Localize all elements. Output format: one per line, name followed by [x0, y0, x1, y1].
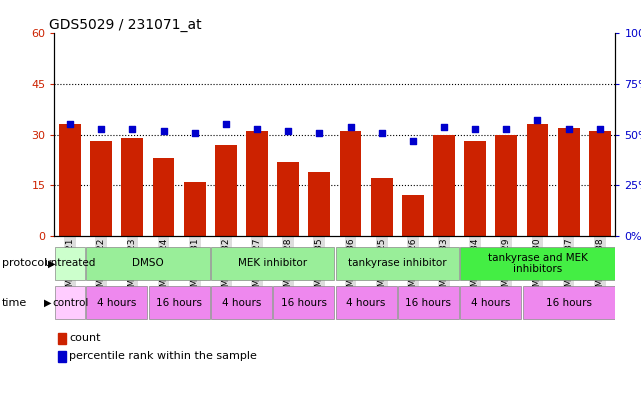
Point: [252, 125, 262, 132]
Point: [563, 125, 574, 132]
Bar: [273, 286, 335, 319]
Bar: [464, 141, 486, 236]
Bar: [59, 125, 81, 236]
Point: [314, 129, 324, 136]
Text: 4 hours: 4 hours: [222, 298, 261, 308]
Bar: [55, 286, 85, 319]
Bar: [246, 131, 268, 236]
Text: ▶: ▶: [44, 298, 51, 308]
Text: MEK inhibitor: MEK inhibitor: [238, 258, 307, 268]
Point: [65, 121, 75, 128]
Text: DMSO: DMSO: [132, 258, 164, 268]
Bar: [460, 286, 521, 319]
Point: [470, 125, 480, 132]
Bar: [153, 158, 174, 236]
Text: ▶: ▶: [48, 258, 56, 268]
Point: [190, 129, 200, 136]
Bar: [335, 286, 397, 319]
Text: 16 hours: 16 hours: [405, 298, 451, 308]
Point: [221, 121, 231, 128]
Bar: [211, 286, 272, 319]
Text: 4 hours: 4 hours: [97, 298, 137, 308]
Bar: [522, 286, 615, 319]
Point: [501, 125, 512, 132]
Text: tankyrase and MEK
inhibitors: tankyrase and MEK inhibitors: [488, 253, 587, 274]
Point: [345, 123, 356, 130]
Text: 4 hours: 4 hours: [346, 298, 386, 308]
Bar: [370, 178, 392, 236]
Bar: [558, 128, 579, 236]
Bar: [308, 172, 330, 236]
Bar: [589, 131, 611, 236]
Text: tankyrase inhibitor: tankyrase inhibitor: [348, 258, 447, 268]
Point: [376, 129, 387, 136]
Text: 16 hours: 16 hours: [156, 298, 202, 308]
Bar: [215, 145, 237, 236]
Bar: [433, 134, 455, 236]
Point: [158, 127, 169, 134]
Text: 16 hours: 16 hours: [545, 298, 592, 308]
Bar: [340, 131, 362, 236]
Bar: [90, 141, 112, 236]
Bar: [211, 247, 335, 279]
Point: [532, 117, 542, 123]
Text: percentile rank within the sample: percentile rank within the sample: [69, 351, 257, 361]
Bar: [87, 286, 147, 319]
Point: [595, 125, 605, 132]
Bar: [402, 195, 424, 236]
Bar: [335, 247, 459, 279]
Text: GDS5029 / 231071_at: GDS5029 / 231071_at: [49, 18, 201, 32]
Point: [128, 125, 138, 132]
Text: 4 hours: 4 hours: [471, 298, 510, 308]
Point: [283, 127, 294, 134]
Point: [96, 125, 106, 132]
Point: [408, 138, 418, 144]
Text: 16 hours: 16 hours: [281, 298, 327, 308]
Bar: [184, 182, 206, 236]
Bar: [460, 247, 615, 279]
Bar: [398, 286, 459, 319]
Text: protocol: protocol: [2, 258, 47, 268]
Bar: [526, 125, 548, 236]
Bar: [87, 247, 210, 279]
Text: time: time: [2, 298, 27, 308]
Text: count: count: [69, 333, 101, 343]
Text: control: control: [52, 298, 88, 308]
Bar: [495, 134, 517, 236]
Text: untreated: untreated: [44, 258, 96, 268]
Bar: [55, 247, 85, 279]
Point: [439, 123, 449, 130]
Bar: [149, 286, 210, 319]
Bar: [278, 162, 299, 236]
Bar: [122, 138, 144, 236]
